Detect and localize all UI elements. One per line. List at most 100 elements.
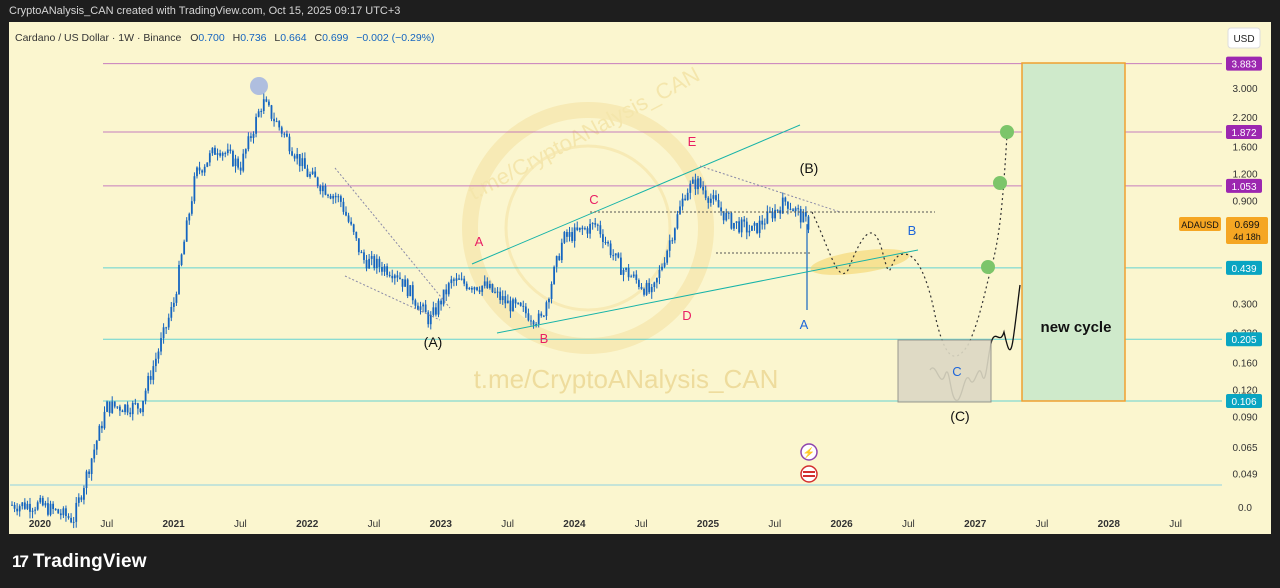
time-axis[interactable]: 2020 Jul 2021 Jul 2022 Jul 2023 Jul 2024 Jul 2025 J… — [29, 519, 1182, 530]
wave-labels: (A) (B) (C) A B C D E A B C new cycle — [424, 134, 1112, 424]
ath-marker — [250, 77, 268, 95]
candle-body — [776, 209, 779, 211]
candle-body — [36, 502, 39, 510]
x-tick-label: Jul — [1169, 519, 1182, 530]
candle-body — [319, 186, 322, 192]
candle-body — [499, 291, 502, 301]
candle-body — [504, 296, 507, 304]
candle-body — [733, 222, 735, 229]
candle-body — [88, 471, 90, 475]
candle-body — [257, 111, 260, 117]
x-tick-label: 2020 — [29, 519, 52, 530]
legend-close-label: C — [314, 32, 322, 44]
candle-body — [316, 177, 319, 187]
candle-body — [483, 281, 486, 286]
candle-body — [802, 212, 805, 223]
wave-label-B-blue: B — [908, 223, 917, 238]
candle-body — [537, 313, 540, 325]
y-tick-label: 1.200 — [1232, 170, 1257, 181]
y-tick-label: 0.120 — [1232, 385, 1257, 396]
candle-body — [712, 195, 715, 199]
candle-body — [640, 286, 643, 289]
level-tag-label: 0.106 — [1231, 397, 1256, 408]
candle-body — [342, 201, 345, 212]
candle-body — [548, 299, 550, 303]
us-flag-icon[interactable] — [800, 465, 818, 483]
candle-body — [352, 224, 355, 232]
candle-body — [491, 283, 494, 293]
y-tick-label: 2.200 — [1232, 113, 1257, 124]
candle-body — [85, 471, 88, 489]
candle-body — [49, 503, 52, 515]
candle-body — [617, 253, 620, 258]
candle-body — [506, 300, 509, 304]
candle-body — [453, 279, 455, 281]
x-tick-label: 2026 — [830, 519, 853, 530]
candle-body — [473, 287, 476, 290]
candle-body — [185, 220, 188, 242]
tv-logo-icon: 17 — [12, 552, 29, 571]
candle-body — [232, 150, 234, 167]
candle-body — [193, 176, 196, 202]
candle-body — [774, 209, 776, 219]
candle-body — [661, 266, 663, 270]
y-tick-label: 0.090 — [1232, 412, 1257, 423]
x-tick-label: Jul — [902, 519, 915, 530]
candle-body — [298, 154, 301, 167]
candle-body — [62, 508, 65, 516]
candle-body — [789, 208, 792, 210]
candle-body — [694, 179, 697, 190]
candle-body — [545, 302, 548, 317]
candle-body — [596, 224, 599, 226]
candle-body — [517, 302, 520, 304]
candle-body — [794, 208, 797, 212]
candle-body — [429, 314, 432, 325]
tradingview-logo[interactable]: 17 TradingView — [12, 551, 147, 573]
candle-body — [67, 516, 70, 518]
candle-body — [237, 158, 239, 168]
candle-body — [224, 153, 227, 155]
candle-body — [252, 133, 255, 138]
legend-symbol: Cardano / US Dollar · 1W · Binance — [15, 32, 181, 44]
tv-logo-text: TradingView — [32, 551, 147, 572]
level-tag-label: 0.439 — [1231, 264, 1256, 275]
candle-body — [11, 504, 13, 506]
candle-body — [44, 503, 47, 506]
level-tag — [1226, 178, 1262, 193]
candle-body — [52, 503, 55, 509]
candle-body — [584, 228, 586, 230]
legend-open: 0.700 — [198, 32, 224, 44]
price-tag-countdown: 4d 18h — [1233, 232, 1261, 242]
candle-body — [566, 232, 568, 237]
candle-body — [681, 198, 684, 207]
candle-body — [715, 195, 717, 201]
price-axis[interactable]: 3.0002.2001.6001.2000.9000.3000.2200.160… — [1232, 84, 1257, 514]
y-tick-label: 1.600 — [1232, 143, 1257, 154]
level-tag — [1226, 332, 1262, 347]
candle-body — [630, 276, 633, 278]
candle-body — [93, 449, 96, 459]
candle-body — [676, 214, 679, 229]
level-tag-label: 0.205 — [1231, 335, 1256, 346]
candle-body — [591, 223, 594, 225]
candle-body — [540, 313, 543, 316]
candle-body — [229, 149, 232, 151]
candle-body — [134, 402, 137, 404]
candle-body — [34, 509, 37, 511]
currency-button[interactable]: USD — [1227, 27, 1261, 49]
candle-body — [65, 508, 67, 517]
candle-body — [658, 269, 661, 278]
candle-body — [214, 147, 216, 155]
candle-body — [722, 211, 725, 221]
y-tick-label: 0.065 — [1232, 443, 1257, 454]
candle-body — [422, 304, 424, 307]
candle-body — [458, 278, 460, 280]
lightning-icon[interactable] — [800, 443, 818, 461]
candle-body — [581, 227, 584, 230]
candle-body — [129, 412, 132, 415]
candle-body — [154, 358, 157, 367]
candle-body — [373, 256, 376, 268]
candle-body — [704, 190, 707, 198]
candle-body — [124, 404, 126, 413]
